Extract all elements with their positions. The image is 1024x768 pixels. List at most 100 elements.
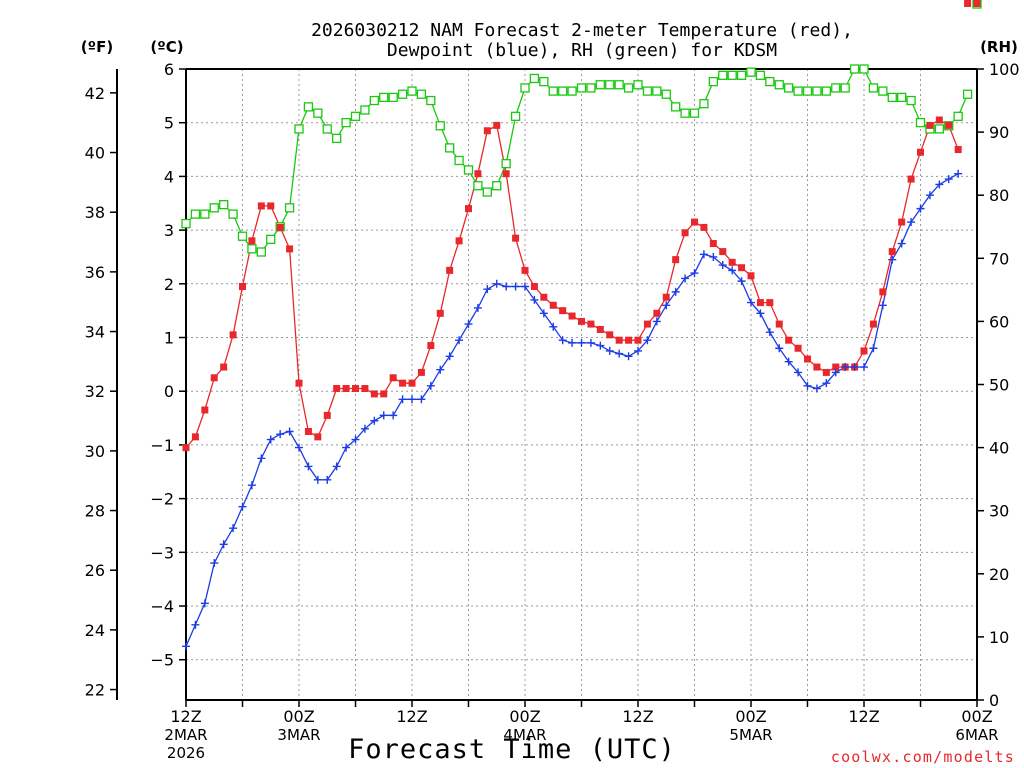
- temperature-point: [191, 433, 199, 441]
- rh-point: [671, 102, 681, 112]
- temperature-point: [766, 299, 774, 307]
- x-tick-date-label: 4MAR: [503, 726, 546, 744]
- rh-point: [558, 86, 568, 96]
- rh-point: [510, 111, 521, 121]
- temperature-point: [257, 202, 265, 210]
- x-tick-date-label: 3MAR: [277, 726, 320, 744]
- temperature-point: [879, 288, 887, 296]
- temperature-point: [625, 336, 633, 344]
- rh-point: [774, 80, 784, 90]
- rh-point: [435, 121, 445, 131]
- celsius-tick-label: −4: [150, 597, 174, 616]
- rh-point: [802, 86, 813, 96]
- dewpoint-point: [455, 336, 464, 345]
- fahrenheit-tick-label: 38: [85, 203, 105, 222]
- dewpoint-point: [841, 363, 850, 372]
- temperature-point: [408, 379, 416, 387]
- dewpoint-point: [935, 180, 944, 189]
- rh-point: [294, 124, 304, 134]
- rh-point: [539, 76, 549, 87]
- dewpoint-point: [389, 411, 398, 420]
- rh-point: [859, 64, 869, 74]
- x-tick-time-label: 00Z: [509, 707, 540, 726]
- rh-point: [181, 218, 191, 229]
- rh-tick-label: 100: [989, 60, 1020, 79]
- temperature-point: [917, 148, 924, 156]
- temperature-point: [342, 385, 350, 393]
- rh-point: [849, 64, 860, 74]
- dewpoint-point: [295, 443, 303, 452]
- temperature-point: [756, 299, 764, 307]
- dewpoint-point: [860, 363, 868, 372]
- rh-point: [473, 181, 483, 191]
- temperature-point: [389, 374, 397, 382]
- dewpoint-point: [191, 620, 200, 629]
- rh-point: [661, 89, 671, 99]
- rh-point: [755, 70, 766, 80]
- dewpoint-point: [238, 502, 247, 511]
- data-markers: [181, 0, 982, 651]
- temperature-point: [267, 202, 275, 210]
- temperature-point: [907, 175, 915, 183]
- rh-point: [831, 83, 841, 93]
- dewpoint-point: [408, 395, 416, 404]
- dewpoint-point: [229, 524, 238, 533]
- dewpoint-point: [558, 336, 567, 345]
- rh-point: [332, 133, 342, 144]
- temperature-point: [728, 258, 736, 266]
- x-tick-date-label: 6MAR: [955, 726, 998, 744]
- rh-point: [906, 95, 916, 106]
- rh-point: [247, 244, 257, 254]
- dewpoint-point: [200, 599, 209, 608]
- temperature-point: [634, 336, 642, 344]
- rh-point: [962, 89, 973, 99]
- rh-tick-label: 10: [989, 628, 1009, 647]
- temperature-point: [483, 127, 491, 135]
- temperature-point: [926, 121, 934, 129]
- celsius-tick-label: 3: [164, 221, 174, 240]
- temperature-point: [455, 237, 463, 245]
- dewpoint-point: [464, 320, 473, 329]
- dewpoint-point: [502, 282, 511, 291]
- rh-point: [746, 67, 756, 77]
- rh-point: [284, 203, 295, 213]
- rh-point: [237, 231, 248, 241]
- rh-point: [793, 86, 803, 96]
- celsius-tick-label: 4: [164, 167, 174, 186]
- dewpoint-point: [690, 269, 699, 278]
- rh-point: [708, 76, 718, 87]
- temperature-point: [380, 390, 388, 398]
- celsius-tick-label: 1: [164, 329, 174, 348]
- dewpoint-point: [831, 368, 840, 377]
- rh-tick-label: 20: [989, 565, 1009, 584]
- temperature-point: [568, 312, 576, 320]
- celsius-tick-label: 6: [164, 60, 174, 79]
- dewpoint-point: [756, 309, 765, 318]
- celsius-tick-label: 0: [164, 382, 174, 401]
- rh-point: [313, 108, 323, 118]
- fahrenheit-tick-label: 40: [85, 144, 105, 163]
- temperature-point: [869, 320, 877, 328]
- x-axis-title: Forecast Time (UTC): [348, 734, 676, 765]
- rh-point: [736, 70, 747, 80]
- temperature-point: [935, 116, 943, 124]
- rh-point: [812, 86, 822, 96]
- temperature-point: [709, 240, 717, 248]
- dewpoint-point: [304, 462, 313, 471]
- rh-point: [642, 86, 653, 96]
- chart-title-line2: Dewpoint (blue), RH (green) for KDSM: [387, 40, 777, 61]
- rh-point: [388, 92, 398, 103]
- dewpoint-point: [728, 266, 737, 275]
- celsius-tick-label: 5: [164, 114, 174, 133]
- dewpoint-point: [954, 169, 963, 178]
- rh-point: [463, 165, 474, 175]
- rh-point: [699, 99, 709, 109]
- temperature-point: [276, 223, 284, 231]
- x-tick-time-label: 12Z: [622, 707, 653, 726]
- dewpoint-point: [747, 298, 755, 307]
- temperature-point: [578, 317, 585, 325]
- temperature-point: [540, 293, 548, 301]
- temperature-point: [314, 433, 322, 441]
- dewpoint-point: [596, 341, 605, 350]
